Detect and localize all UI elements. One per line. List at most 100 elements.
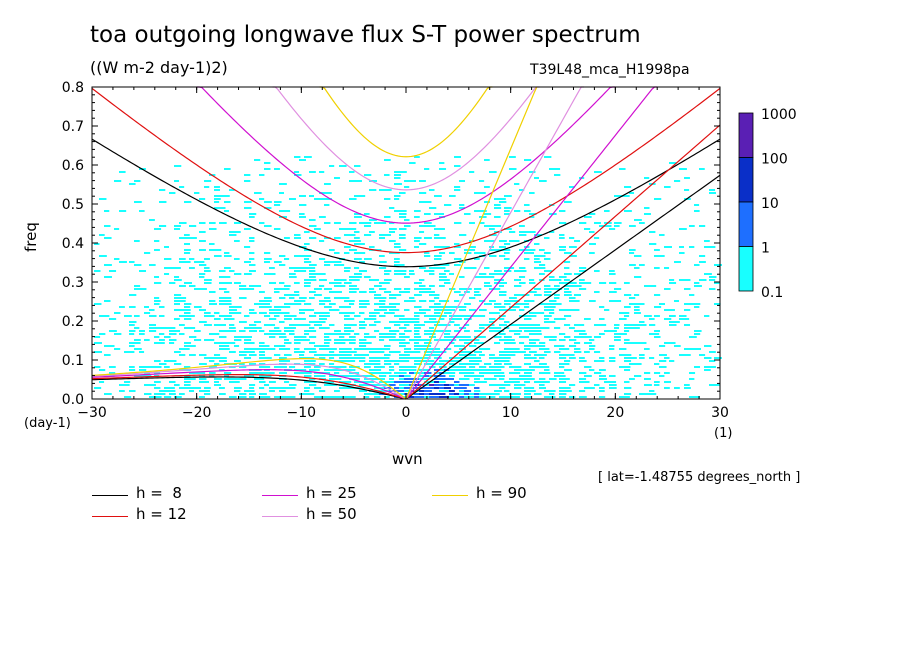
power-cell: [159, 201, 167, 203]
y-tick-label: 0.5: [62, 197, 84, 213]
power-cell: [634, 309, 640, 311]
power-cell: [419, 279, 425, 281]
power-cell: [479, 336, 486, 338]
power-cell: [549, 312, 555, 314]
power-cell: [294, 156, 301, 158]
power-cell: [334, 372, 340, 374]
power-cell: [244, 246, 251, 248]
legend-swatch: [92, 516, 128, 517]
power-cell: [464, 303, 471, 305]
power-cell: [159, 315, 165, 317]
power-cell: [399, 381, 406, 383]
power-cell: [444, 396, 450, 398]
power-cell: [349, 291, 357, 293]
power-cell: [434, 384, 440, 386]
power-cell: [384, 270, 392, 272]
power-cell: [259, 174, 265, 176]
power-cell: [649, 243, 657, 245]
power-cell: [204, 186, 210, 188]
power-cell: [424, 288, 432, 290]
power-cell: [419, 312, 426, 314]
power-cell: [459, 384, 465, 386]
power-cell: [664, 309, 672, 311]
power-cell: [579, 333, 587, 335]
power-cell: [524, 258, 530, 260]
power-cell: [479, 375, 485, 377]
power-cell: [384, 360, 392, 362]
power-cell: [369, 375, 375, 377]
power-cell: [564, 294, 572, 296]
power-cell: [539, 348, 545, 350]
power-cell: [339, 348, 347, 350]
power-cell: [284, 387, 291, 389]
power-cell: [454, 315, 461, 317]
power-cell: [559, 396, 566, 398]
colorbar-label: 0.1: [761, 285, 783, 301]
power-cell: [404, 219, 410, 221]
power-cell: [334, 261, 342, 263]
power-cell: [409, 369, 417, 371]
power-cell: [419, 192, 427, 194]
power-cell: [624, 210, 632, 212]
power-cell: [364, 318, 371, 320]
power-cell: [519, 276, 526, 278]
power-cell: [329, 282, 335, 284]
power-cell: [199, 363, 207, 365]
power-cell: [309, 348, 316, 350]
power-cell: [224, 210, 230, 212]
power-cell: [269, 318, 277, 320]
power-cell: [564, 348, 570, 350]
power-cell: [234, 306, 242, 308]
power-cell: [209, 366, 217, 368]
power-cell: [134, 375, 140, 377]
power-cell: [289, 396, 296, 398]
power-cell: [229, 396, 237, 398]
power-cell: [574, 273, 581, 275]
power-cell: [319, 240, 325, 242]
power-cell: [249, 363, 257, 365]
power-cell: [279, 345, 286, 347]
power-cell: [534, 312, 541, 314]
power-cell: [104, 354, 111, 356]
power-cell: [514, 210, 521, 212]
power-cell: [454, 351, 462, 353]
power-cell: [129, 261, 135, 263]
power-cell: [319, 198, 326, 200]
power-cell: [399, 360, 406, 362]
power-cell: [514, 351, 520, 353]
power-cell: [229, 342, 236, 344]
power-cell: [459, 387, 467, 389]
power-cell: [509, 393, 515, 395]
power-cell: [94, 342, 102, 344]
power-cell: [364, 396, 370, 398]
power-cell: [334, 333, 341, 335]
power-cell: [594, 291, 600, 293]
power-cell: [624, 186, 632, 188]
power-cell: [384, 396, 390, 398]
power-cell: [304, 261, 312, 263]
power-cell: [179, 297, 187, 299]
power-cell: [234, 345, 240, 347]
power-cell: [229, 306, 235, 308]
power-cell: [494, 207, 502, 209]
power-cell: [274, 261, 282, 263]
power-cell: [529, 378, 535, 380]
power-cell: [249, 330, 257, 332]
power-cell: [629, 297, 636, 299]
power-cell: [189, 315, 195, 317]
power-cell: [524, 393, 531, 395]
power-cell: [374, 387, 380, 389]
power-cell: [614, 288, 622, 290]
power-cell: [659, 354, 667, 356]
power-cell: [154, 372, 161, 374]
power-cell: [444, 369, 452, 371]
power-cell: [319, 285, 325, 287]
power-cell: [694, 333, 701, 335]
power-cell: [424, 387, 432, 389]
power-cell: [374, 363, 381, 365]
power-cell: [579, 279, 585, 281]
power-cell: [439, 273, 446, 275]
power-cell: [454, 381, 460, 383]
power-cell: [259, 198, 265, 200]
power-cell: [434, 375, 441, 377]
